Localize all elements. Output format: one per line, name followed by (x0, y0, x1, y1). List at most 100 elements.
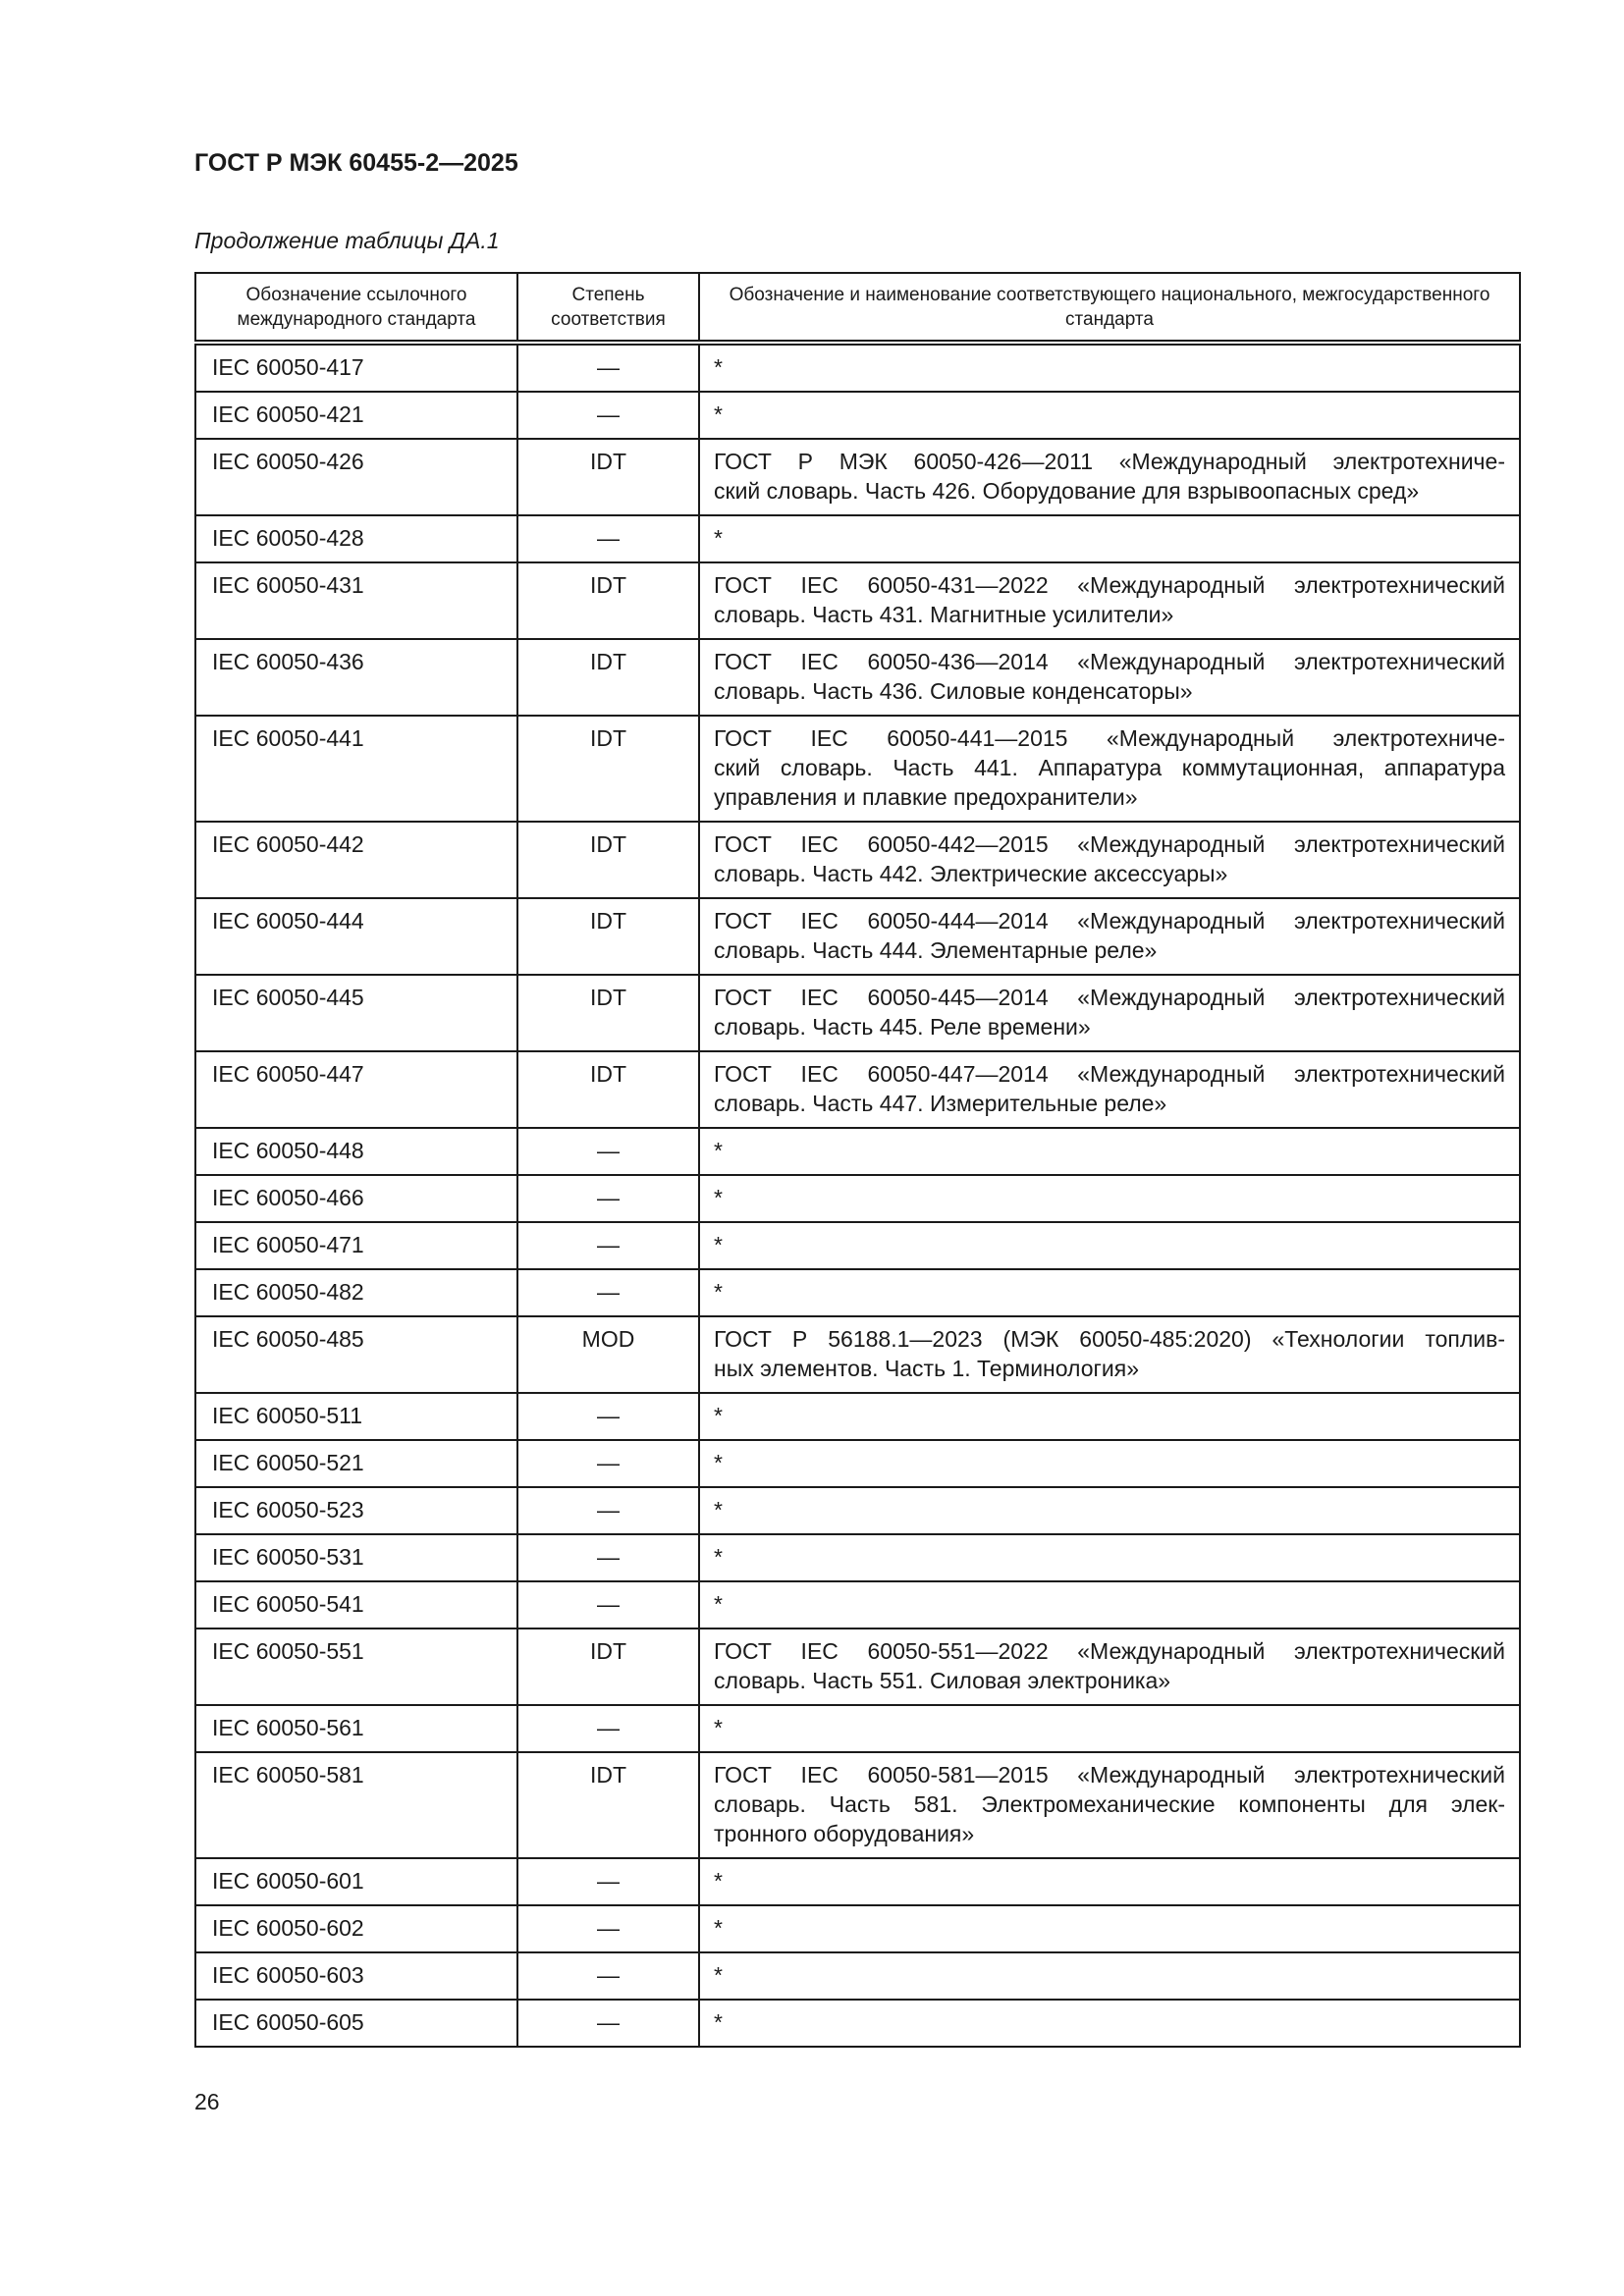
national-standard-line: * (714, 525, 723, 551)
national-standard-cell: * (698, 1221, 1521, 1270)
national-standard-line: ГОСТ IEC 60050-431—2022 «Международный э… (714, 572, 1505, 598)
degree-cell: — (516, 342, 700, 393)
table-row: IEC 60050-431 IDT ГОСТ IEC 60050-431—2022 … (194, 561, 1521, 640)
table-row: IEC 60050-531— * (194, 1533, 1521, 1582)
national-standard-line: ский словарь. Часть 441. Аппаратура комм… (714, 755, 1505, 780)
national-standard-cell: * (698, 1951, 1521, 2001)
national-standard-line: словарь. Часть 442. Электрические аксесс… (714, 861, 1228, 886)
national-standard-cell: * (698, 1174, 1521, 1223)
national-standard-line: словарь. Часть 551. Силовая электроника» (714, 1668, 1171, 1693)
table-header-row: Обозначение ссылочного международного ст… (194, 272, 1521, 346)
reference-standard-cell: IEC 60050-447 (194, 1050, 518, 1129)
reference-standard-cell: IEC 60050-561 (194, 1704, 518, 1753)
table-row: IEC 60050-541— * (194, 1580, 1521, 1629)
national-standard-line: словарь. Часть 447. Измерительные реле» (714, 1091, 1167, 1116)
reference-standard-cell: IEC 60050-426 (194, 438, 518, 516)
table-row: IEC 60050-551 IDT ГОСТ IEC 60050-551—2022 … (194, 1628, 1521, 1706)
national-standard-cell: ГОСТ IEC 60050-441—2015 «Международный э… (698, 715, 1521, 823)
national-standard-cell: * (698, 1486, 1521, 1535)
national-standard-cell: * (698, 1904, 1521, 1953)
table-row: IEC 60050-581 IDT ГОСТ IEC 60050-581—2015 … (194, 1751, 1521, 1859)
national-standard-line: ГОСТ IEC 60050-441—2015 «Международный э… (714, 725, 1505, 751)
reference-standard-cell: IEC 60050-551 (194, 1628, 518, 1706)
national-standard-line: * (714, 1185, 723, 1210)
national-standard-cell: * (698, 1999, 1521, 2048)
reference-standard-cell: IEC 60050-445 (194, 974, 518, 1052)
national-standard-line: * (714, 1232, 723, 1257)
degree-cell: IDT (516, 1050, 700, 1129)
reference-standard-cell: IEC 60050-485 (194, 1315, 518, 1394)
reference-standard-cell: IEC 60050-605 (194, 1999, 518, 2048)
degree-cell: — (516, 1439, 700, 1488)
table-caption: Продолжение таблицы ДА.1 (194, 228, 500, 253)
table-row: IEC 60050-603— * (194, 1951, 1521, 2001)
national-standard-cell: * (698, 1127, 1521, 1176)
degree-cell: IDT (516, 1751, 700, 1859)
national-standard-cell: * (698, 1392, 1521, 1441)
table-row: IEC 60050-471— * (194, 1221, 1521, 1270)
national-standard-line: * (714, 1403, 723, 1428)
degree-cell: IDT (516, 561, 700, 640)
table-row: IEC 60050-421— * (194, 391, 1521, 440)
national-standard-line: ГОСТ IEC 60050-447—2014 «Международный э… (714, 1061, 1505, 1087)
national-standard-line: словарь. Часть 431. Магнитные усилители» (714, 602, 1174, 627)
table-row: IEC 60050-444 IDT ГОСТ IEC 60050-444—2014 … (194, 897, 1521, 976)
national-standard-cell: * (698, 1857, 1521, 1906)
national-standard-line: ГОСТ IEC 60050-442—2015 «Международный э… (714, 831, 1505, 857)
national-standard-line: * (714, 1279, 723, 1305)
national-standard-cell: * (698, 342, 1521, 393)
national-standard-line: * (714, 1138, 723, 1163)
table-row: IEC 60050-442 IDT ГОСТ IEC 60050-442—2015 … (194, 821, 1521, 899)
national-standard-cell: ГОСТ IEC 60050-444—2014 «Международный э… (698, 897, 1521, 976)
page-number: 26 (194, 2089, 220, 2114)
reference-standard-cell: IEC 60050-511 (194, 1392, 518, 1441)
table-row: IEC 60050-485 MOD ГОСТ Р 56188.1—2023 (МЭК… (194, 1315, 1521, 1394)
national-standard-line: ных элементов. Часть 1. Терминология» (714, 1356, 1139, 1381)
reference-standard-cell: IEC 60050-448 (194, 1127, 518, 1176)
reference-standard-cell: IEC 60050-523 (194, 1486, 518, 1535)
table-row: IEC 60050-602— * (194, 1904, 1521, 1953)
table-row: IEC 60050-447 IDT ГОСТ IEC 60050-447—2014 … (194, 1050, 1521, 1129)
national-standard-line: ГОСТ Р 56188.1—2023 (МЭК 60050-485:2020)… (714, 1326, 1505, 1352)
column-header-reference: Обозначение ссылочного международного ст… (194, 272, 518, 346)
reference-standard-cell: IEC 60050-421 (194, 391, 518, 440)
national-standard-line: ГОСТ Р МЭК 60050-426—2011 «Международный… (714, 449, 1505, 474)
national-standard-line: словарь. Часть 445. Реле времени» (714, 1014, 1091, 1040)
degree-cell: — (516, 1127, 700, 1176)
degree-cell: — (516, 1904, 700, 1953)
document-title: ГОСТ Р МЭК 60455-2—2025 (194, 149, 518, 177)
degree-cell: IDT (516, 715, 700, 823)
table-row: IEC 60050-428— * (194, 514, 1521, 563)
table-row: IEC 60050-417— * (194, 342, 1521, 393)
national-standard-cell: * (698, 1268, 1521, 1317)
national-standard-line: ГОСТ IEC 60050-436—2014 «Международный э… (714, 649, 1505, 674)
reference-standard-cell: IEC 60050-431 (194, 561, 518, 640)
national-standard-cell: * (698, 1533, 1521, 1582)
table-row: IEC 60050-601— * (194, 1857, 1521, 1906)
reference-standard-cell: IEC 60050-471 (194, 1221, 518, 1270)
table-row: IEC 60050-511— * (194, 1392, 1521, 1441)
national-standard-line: тронного оборудования» (714, 1821, 975, 1846)
reference-standard-cell: IEC 60050-436 (194, 638, 518, 717)
column-header-degree: Степень соответствия (516, 272, 700, 346)
column-header-national: Обозначение и наименование соответствующ… (698, 272, 1521, 346)
national-standard-line: ГОСТ IEC 60050-444—2014 «Международный э… (714, 908, 1505, 934)
national-standard-line: * (714, 1962, 723, 1988)
national-standard-line: * (714, 1544, 723, 1570)
degree-cell: — (516, 1533, 700, 1582)
table-row: IEC 60050-523— * (194, 1486, 1521, 1535)
national-standard-cell: * (698, 1439, 1521, 1488)
table-row: IEC 60050-441 IDT ГОСТ IEC 60050-441—2015 … (194, 715, 1521, 823)
degree-cell: — (516, 1580, 700, 1629)
degree-cell: IDT (516, 897, 700, 976)
degree-cell: — (516, 1999, 700, 2048)
degree-cell: — (516, 391, 700, 440)
degree-cell: — (516, 1704, 700, 1753)
reference-standards-table: Обозначение ссылочного международного ст… (194, 272, 1521, 2048)
national-standard-cell: ГОСТ IEC 60050-445—2014 «Международный э… (698, 974, 1521, 1052)
degree-cell: — (516, 1857, 700, 1906)
degree-cell: — (516, 514, 700, 563)
degree-cell: IDT (516, 821, 700, 899)
reference-standard-cell: IEC 60050-417 (194, 342, 518, 393)
national-standard-cell: * (698, 514, 1521, 563)
